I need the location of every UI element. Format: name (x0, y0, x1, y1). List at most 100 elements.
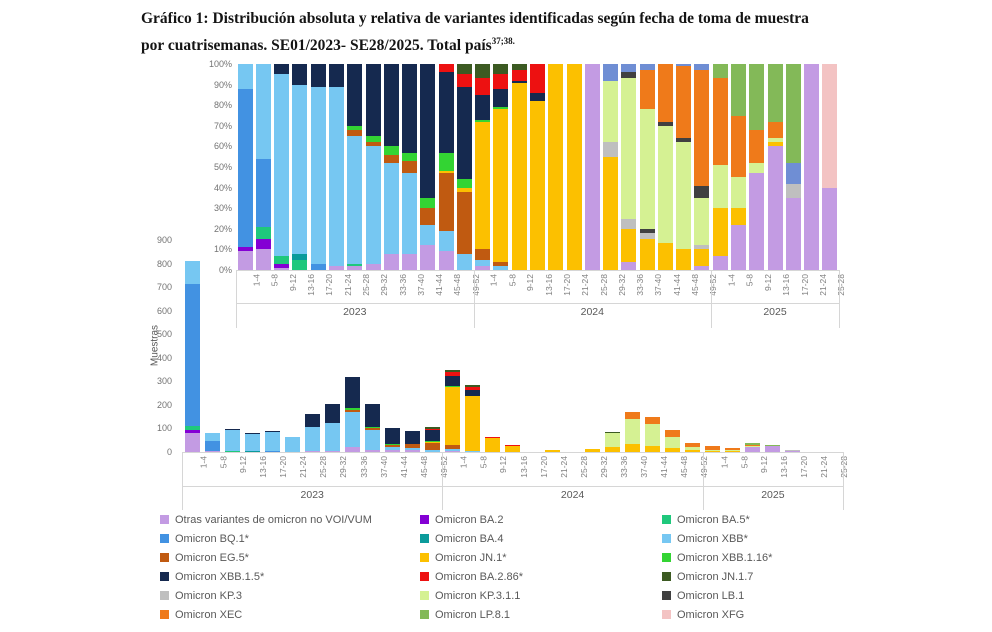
bar-segment-xbb15 (264, 430, 280, 433)
bar-segment-xbb (404, 447, 420, 451)
relative-x-label: 45-48 (689, 274, 700, 296)
relative-x-label: 9-12 (525, 274, 536, 292)
legend-swatch-xbb116 (662, 553, 671, 562)
bar-segment-lp81 (731, 64, 746, 116)
relative-bar (712, 64, 728, 270)
absolute-x-label: 37-40 (638, 456, 649, 478)
bar-segment-otras (438, 251, 454, 270)
bar-segment-xbb15 (364, 403, 380, 427)
bar-segment-xbb116 (344, 408, 360, 411)
bar-segment-ba5 (184, 425, 200, 431)
legend-swatch-otras (160, 515, 169, 524)
bar-segment-jn1 (625, 443, 641, 452)
bar-segment-jn1 (603, 156, 619, 270)
legend-item-xec: Omicron XEC (160, 605, 372, 624)
bar-segment-ba286 (438, 64, 454, 73)
bar-segment-otras (402, 253, 418, 270)
absolute-group-separator (702, 452, 704, 510)
absolute-bar (324, 403, 340, 452)
bar-segment-bq1 (264, 451, 280, 452)
legend-item-bq1: Omicron BQ.1* (160, 529, 372, 548)
bar-segment-xbb (344, 411, 360, 448)
legend-item-jn1: Omicron JN.1* (420, 548, 523, 567)
relative-x-label: 37-40 (653, 274, 664, 296)
bar-segment-xbb15 (347, 64, 363, 126)
bar-segment-jn1 (767, 142, 783, 147)
bar-segment-ba5 (274, 255, 290, 264)
bar-segment-xbb (365, 146, 381, 264)
bar-segment-ba286 (464, 386, 480, 391)
absolute-y-tick: 400 (156, 352, 172, 363)
legend-swatch-ba4 (420, 534, 429, 543)
bar-segment-xbb15 (224, 429, 240, 430)
relative-y-tick: 30% (213, 203, 232, 214)
absolute-bar (785, 449, 801, 452)
bar-segment-lb1 (694, 185, 710, 198)
absolute-bar (665, 430, 681, 452)
relative-x-label: 25-28 (360, 274, 371, 296)
bar-segment-ba2 (255, 239, 271, 250)
absolute-bar (184, 260, 200, 452)
legend-item-lp81: Omicron LP.8.1 (420, 605, 523, 624)
bar-segment-bq1 (184, 284, 200, 426)
relative-bar (804, 64, 820, 270)
absolute-bar (484, 436, 500, 452)
bar-segment-xbb116 (424, 441, 440, 442)
relative-y-tick: 70% (213, 120, 232, 131)
absolute-bar (585, 449, 601, 452)
relative-bar (657, 64, 673, 270)
relative-year-label: 2023 (343, 306, 367, 318)
bar-segment-lb1 (676, 138, 692, 143)
chart-title: Gráfico 1: Distribución absoluta y relat… (141, 8, 921, 57)
absolute-x-label: 1-4 (458, 456, 469, 469)
bar-segment-eg5 (475, 249, 491, 260)
bar-segment-xbb (304, 426, 320, 452)
bar-segment-otras (475, 265, 491, 270)
bar-segment-ba2 (237, 247, 253, 252)
relative-x-label: 29-32 (616, 274, 627, 296)
bar-segment-lb1 (639, 228, 655, 233)
bar-segment-xbb15 (383, 64, 399, 147)
legend-swatch-lb1 (662, 591, 671, 600)
bar-segment-xbb15 (424, 430, 440, 442)
bar-segment-kp311 (767, 138, 783, 143)
bar-segment-kp311 (749, 162, 765, 174)
absolute-y-tick: 600 (156, 305, 172, 316)
bar-segment-xbb (255, 64, 271, 159)
bar-segment-otras (329, 265, 344, 270)
legend-swatch-xec (160, 610, 169, 619)
bar-segment-ba4 (244, 450, 260, 452)
bar-segment-xbb (456, 253, 472, 270)
bar-segment-kp311 (639, 109, 655, 229)
bar-segment-slate (694, 64, 710, 71)
legend-label-ba2: Omicron BA.2 (435, 513, 504, 526)
bar-segment-jn1 (438, 171, 454, 174)
bar-segment-xbb (204, 433, 220, 442)
bar-segment-otras (745, 447, 761, 452)
absolute-bar (545, 450, 561, 452)
legend-swatch-kp311 (420, 591, 429, 600)
bar-segment-xbb116 (347, 125, 363, 130)
legend-swatch-ba286 (420, 572, 429, 581)
bar-segment-xbb116 (438, 152, 454, 172)
bar-segment-xbb116 (493, 107, 509, 110)
bar-segment-jn17 (424, 427, 440, 429)
absolute-bar (645, 416, 661, 452)
relative-bar (438, 64, 454, 270)
relative-bar (694, 64, 710, 270)
absolute-y-tick: 300 (156, 376, 172, 387)
relative-y-tick: 90% (213, 79, 232, 90)
bar-segment-otras (344, 447, 360, 452)
bar-segment-xbb15 (511, 80, 527, 83)
legend-swatch-kp3 (160, 591, 169, 600)
bar-segment-xbb (292, 84, 308, 254)
chart-title-footnote-ref: 37;38. (491, 36, 515, 46)
bar-segment-xbb116 (383, 146, 399, 155)
absolute-x-label: 9-12 (498, 456, 509, 474)
bar-segment-xbb15 (420, 64, 436, 198)
bar-segment-otras (324, 450, 340, 452)
legend-label-jn17: Omicron JN.1.7 (677, 570, 754, 583)
bar-segment-xec (767, 121, 783, 139)
relative-group-separator (236, 270, 237, 328)
bar-segment-jn1 (464, 395, 480, 452)
